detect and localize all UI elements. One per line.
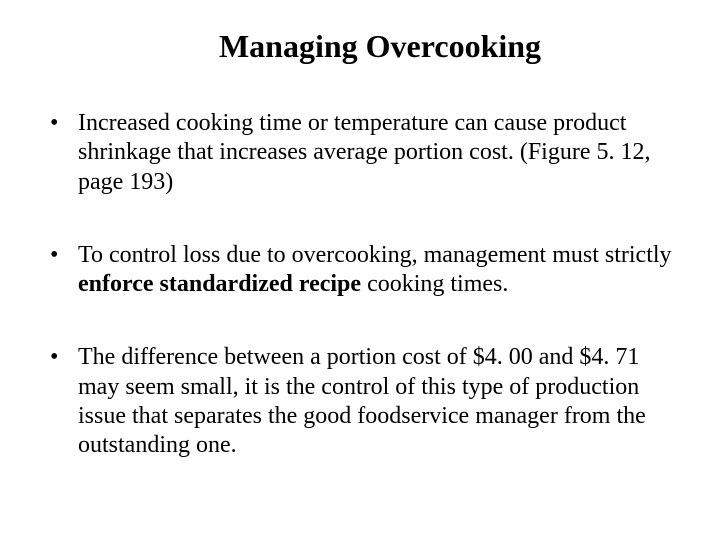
bullet-text-post: cooking times. <box>361 271 508 297</box>
bullet-item: The difference between a portion cost of… <box>50 343 680 460</box>
slide-title: Managing Overcooking <box>40 28 680 65</box>
bullet-text-pre: The difference between a portion cost of… <box>78 344 646 458</box>
bullet-item: Increased cooking time or temperature ca… <box>50 109 680 197</box>
bullet-text-pre: Increased cooking time or temperature ca… <box>78 110 650 195</box>
bullet-item: To control loss due to overcooking, mana… <box>50 241 680 300</box>
bullet-list: Increased cooking time or temperature ca… <box>40 109 680 460</box>
bullet-text-pre: To control loss due to overcooking, mana… <box>78 242 672 268</box>
bullet-text-bold: enforce standardized recipe <box>78 271 361 297</box>
